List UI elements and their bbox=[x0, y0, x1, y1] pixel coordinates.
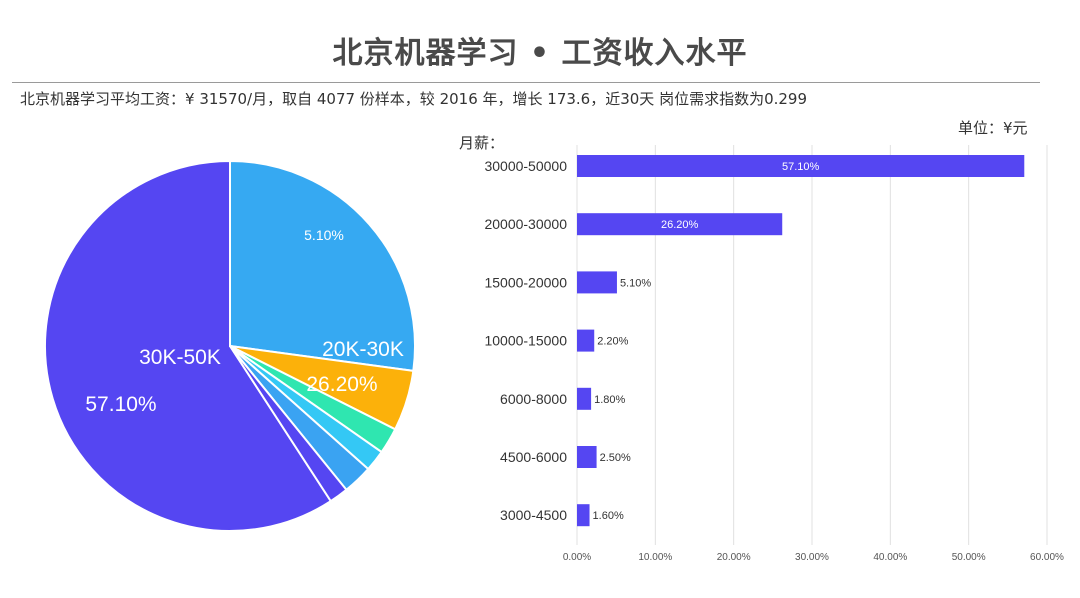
unit-label: 单位：¥元 bbox=[958, 119, 1028, 137]
pie-slice bbox=[229, 159, 416, 373]
pie-slice bbox=[44, 159, 333, 532]
page-title: 北京机器学习 • 工资收入水平 bbox=[332, 36, 748, 71]
bar-data-label: 26.20% bbox=[661, 219, 699, 231]
pie-label-value: 57.10% bbox=[85, 393, 156, 416]
bar bbox=[577, 387, 592, 410]
pie-slice bbox=[229, 345, 348, 503]
bar-data-label: 1.60% bbox=[593, 510, 624, 522]
x-tick-label: 40.00% bbox=[873, 552, 907, 563]
x-tick-label: 10.00% bbox=[638, 552, 672, 563]
y-tick-label: 6000-8000 bbox=[500, 391, 567, 407]
pie-label-category: 30K-50K bbox=[139, 346, 221, 369]
y-tick-label: 30000-50000 bbox=[484, 158, 567, 174]
bar bbox=[577, 271, 617, 294]
bar bbox=[577, 155, 1025, 177]
y-tick-label: 10000-15000 bbox=[484, 333, 567, 349]
bar-chart: 0.00% 10.00% 20.00% 30.00% 40.00% 50.00% 60.00… bbox=[484, 145, 1064, 563]
summary-text: 北京机器学习平均工资：¥ 31570/月，取自 4077 份样本，较 2016 … bbox=[20, 90, 808, 108]
bar bbox=[577, 504, 590, 527]
y-tick-label: 3000-4500 bbox=[500, 507, 567, 523]
pie-label-value: 5.10% bbox=[304, 227, 344, 243]
pie-chart: 30K-50K 57.10% 20K-30K 26.20% 5.10% bbox=[44, 159, 416, 532]
bar-data-label: 57.10% bbox=[782, 161, 820, 173]
monthly-salary-label: 月薪： bbox=[459, 134, 505, 152]
pie-label-category: 20K-30K bbox=[322, 338, 404, 361]
x-tick-label: 0.00% bbox=[563, 552, 591, 563]
y-tick-label: 15000-20000 bbox=[484, 274, 567, 290]
y-tick-label: 4500-6000 bbox=[500, 449, 567, 465]
pie-label-value: 26.20% bbox=[306, 373, 377, 396]
x-tick-label: 20.00% bbox=[717, 552, 751, 563]
title-divider bbox=[12, 82, 1040, 83]
x-tick-label: 50.00% bbox=[952, 552, 986, 563]
bar-data-label: 2.50% bbox=[600, 452, 631, 464]
bar-data-label: 5.10% bbox=[620, 277, 651, 289]
bar-data-label: 2.20% bbox=[597, 336, 628, 348]
x-tick-label: 60.00% bbox=[1030, 552, 1064, 563]
y-tick-label: 20000-30000 bbox=[484, 216, 567, 232]
bar bbox=[577, 213, 783, 236]
bar bbox=[577, 329, 595, 352]
bar-data-label: 1.80% bbox=[594, 394, 625, 406]
x-tick-label: 30.00% bbox=[795, 552, 829, 563]
bar bbox=[577, 446, 597, 468]
